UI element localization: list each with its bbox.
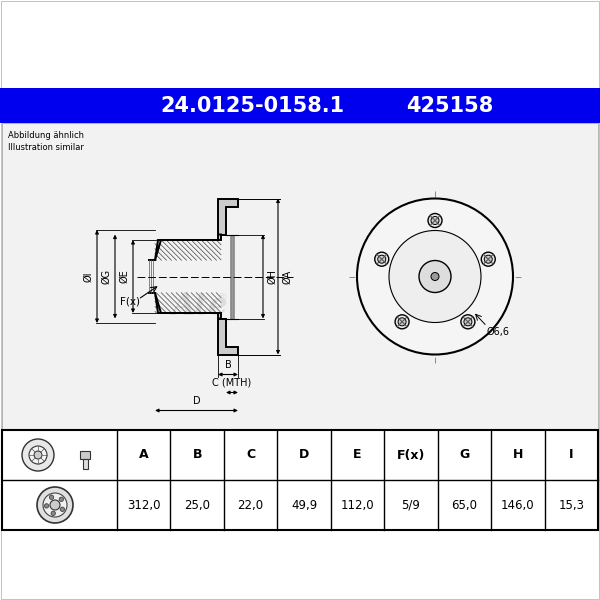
Circle shape <box>401 243 469 310</box>
Bar <box>83 459 88 469</box>
Circle shape <box>431 272 439 280</box>
Text: 22,0: 22,0 <box>238 499 263 511</box>
Text: Abbildung ähnlich
Illustration similar: Abbildung ähnlich Illustration similar <box>8 131 84 152</box>
Text: H: H <box>512 449 523 461</box>
Circle shape <box>44 503 49 508</box>
Circle shape <box>484 255 492 263</box>
Circle shape <box>34 451 42 459</box>
Text: C: C <box>246 449 255 461</box>
Text: D: D <box>299 449 309 461</box>
Text: 146,0: 146,0 <box>501 499 535 511</box>
Text: ØI: ØI <box>83 271 93 282</box>
Text: I: I <box>569 449 574 461</box>
Text: B: B <box>224 359 232 370</box>
Text: ØA: ØA <box>282 269 292 284</box>
Circle shape <box>43 493 67 517</box>
Text: B: B <box>193 449 202 461</box>
Circle shape <box>375 252 389 266</box>
Circle shape <box>29 446 47 464</box>
Circle shape <box>60 507 65 511</box>
Circle shape <box>395 315 409 329</box>
Text: D: D <box>193 395 200 406</box>
Bar <box>0 88 600 123</box>
Text: Ate: Ate <box>172 291 229 322</box>
Text: G: G <box>459 449 470 461</box>
Circle shape <box>398 240 472 313</box>
Bar <box>80 451 90 459</box>
Circle shape <box>464 318 472 326</box>
Text: 112,0: 112,0 <box>341 499 374 511</box>
Text: F(x): F(x) <box>120 296 140 307</box>
Circle shape <box>428 214 442 227</box>
Text: ØE: ØE <box>119 269 129 283</box>
Text: 5/9: 5/9 <box>401 499 421 511</box>
Circle shape <box>389 230 481 323</box>
Circle shape <box>49 495 54 499</box>
Circle shape <box>431 217 439 224</box>
Text: 24.0125-0158.1: 24.0125-0158.1 <box>160 95 344 115</box>
Circle shape <box>419 260 451 292</box>
Text: ØH: ØH <box>267 269 277 284</box>
Text: ØG: ØG <box>101 269 111 284</box>
Circle shape <box>37 487 73 523</box>
Circle shape <box>378 255 386 263</box>
Polygon shape <box>218 319 238 355</box>
Text: A: A <box>139 449 149 461</box>
Text: 312,0: 312,0 <box>127 499 160 511</box>
Text: Ate: Ate <box>407 301 463 332</box>
Bar <box>2 430 598 530</box>
Polygon shape <box>218 199 238 235</box>
Text: C (MTH): C (MTH) <box>212 377 251 388</box>
Text: ®: ® <box>217 293 228 304</box>
Polygon shape <box>155 235 221 260</box>
Polygon shape <box>155 293 221 319</box>
Circle shape <box>50 500 60 510</box>
Circle shape <box>51 511 55 515</box>
Circle shape <box>357 199 513 355</box>
Text: 65,0: 65,0 <box>451 499 478 511</box>
Circle shape <box>398 318 406 326</box>
Text: F(x): F(x) <box>397 449 425 461</box>
Circle shape <box>481 252 495 266</box>
Circle shape <box>22 439 54 471</box>
Circle shape <box>59 497 64 502</box>
Bar <box>2 123 598 430</box>
Text: 49,9: 49,9 <box>291 499 317 511</box>
Text: 25,0: 25,0 <box>184 499 210 511</box>
Text: Ø6,6: Ø6,6 <box>487 326 510 337</box>
Text: 15,3: 15,3 <box>558 499 584 511</box>
Text: 425158: 425158 <box>406 95 494 115</box>
Text: E: E <box>353 449 362 461</box>
Circle shape <box>461 315 475 329</box>
Bar <box>2 123 598 430</box>
